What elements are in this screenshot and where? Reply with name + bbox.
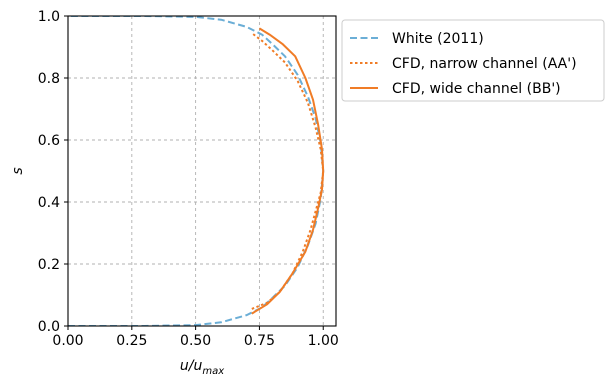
x-tick-label: 0.25 bbox=[116, 333, 147, 349]
y-tick-label: 0.2 bbox=[38, 257, 60, 273]
x-axis-label-main: u/u bbox=[180, 358, 203, 374]
x-tick-labels: 0.00 0.25 0.50 0.75 1.00 bbox=[52, 333, 338, 349]
x-axis-label-sub: max bbox=[202, 366, 224, 377]
y-tick-label: 0.0 bbox=[38, 319, 60, 335]
series-line-1 bbox=[68, 16, 325, 326]
y-axis-label: s bbox=[10, 167, 26, 174]
y-tick-label: 0.4 bbox=[38, 195, 60, 211]
x-tick-label: 0.50 bbox=[180, 333, 211, 349]
x-axis-label: u/umax bbox=[180, 358, 224, 377]
x-tick-label: 0.75 bbox=[244, 333, 275, 349]
y-tick-labels: 0.0 0.2 0.4 0.6 0.8 1.0 bbox=[38, 9, 60, 335]
legend: White (2011) CFD, narrow channel (AA') CFD… bbox=[341, 19, 605, 102]
legend-label-1: White (2011) bbox=[392, 31, 484, 47]
x-tick-label: 0.00 bbox=[52, 333, 83, 349]
series-lines bbox=[68, 16, 325, 326]
series-line-3 bbox=[251, 27, 325, 315]
plot-frame bbox=[67, 15, 337, 327]
y-tick-label: 1.0 bbox=[38, 9, 60, 25]
legend-label-3: CFD, wide channel (BB') bbox=[392, 81, 561, 97]
x-tick-label: 1.00 bbox=[308, 333, 339, 349]
axis-ticks bbox=[64, 15, 324, 330]
y-tick-label: 0.6 bbox=[38, 133, 60, 149]
series-line-2 bbox=[251, 32, 325, 310]
grid bbox=[67, 15, 336, 327]
y-tick-label: 0.8 bbox=[38, 71, 60, 87]
legend-frame bbox=[341, 19, 605, 102]
legend-label-2: CFD, narrow channel (AA') bbox=[392, 56, 577, 72]
